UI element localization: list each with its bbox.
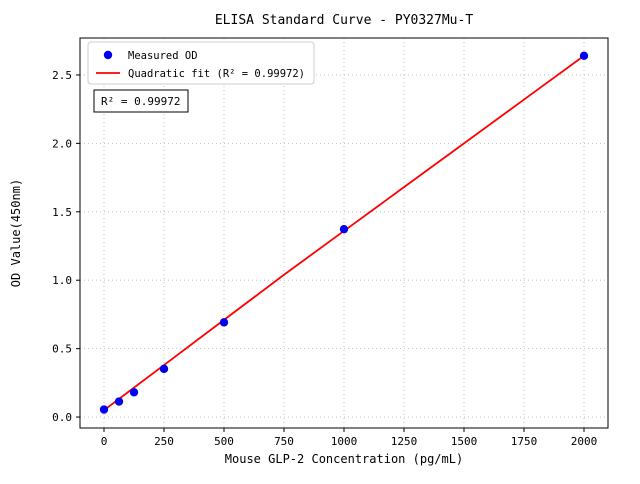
legend-marker-measured-od <box>103 50 113 60</box>
x-tick-label: 500 <box>214 435 234 448</box>
r2-annotation-text: R² = 0.99972 <box>101 95 180 108</box>
chart-title: ELISA Standard Curve - PY0327Mu-T <box>215 13 473 28</box>
y-tick-label: 2.0 <box>52 137 72 150</box>
data-point <box>339 224 349 234</box>
y-tick-label: 0.5 <box>52 343 72 356</box>
plot-area: 0 250 500 750 1000 1250 1500 1750 2000 0.0 0.5 1.0 1… <box>52 37 609 448</box>
legend-box <box>87 41 315 85</box>
y-tick-label: 1.5 <box>52 206 72 219</box>
x-tick-label: 1250 <box>391 435 418 448</box>
x-tick-label: 1750 <box>511 435 538 448</box>
y-tick-label: 2.5 <box>52 69 72 82</box>
data-point <box>219 318 229 327</box>
x-tick-label: 250 <box>154 435 174 448</box>
x-axis-label: Mouse GLP-2 Concentration (pg/mL) <box>225 452 463 466</box>
x-tick-label: 750 <box>274 435 294 448</box>
legend: Measured OD Quadratic fit (R² = 0.99972) <box>87 41 315 85</box>
data-point <box>159 364 169 374</box>
data-point <box>99 405 109 414</box>
x-tick-label: 2000 <box>571 435 598 448</box>
y-axis-label: OD Value(450nm) <box>9 179 23 287</box>
r2-annotation: R² = 0.99972 <box>93 89 189 113</box>
data-point <box>114 397 124 406</box>
x-tick-label: 1000 <box>331 435 358 448</box>
x-tick-label: 1500 <box>451 435 478 448</box>
r2-annotation-box <box>93 89 189 113</box>
legend-label-quadratic-fit: Quadratic fit (R² = 0.99972) <box>128 68 305 80</box>
x-tick-label: 0 <box>101 435 108 448</box>
y-tick-label: 0.0 <box>52 411 72 424</box>
data-point <box>129 388 139 397</box>
y-tick-label: 1.0 <box>52 274 72 287</box>
data-point <box>579 51 589 60</box>
legend-label-measured-od: Measured OD <box>128 50 198 62</box>
